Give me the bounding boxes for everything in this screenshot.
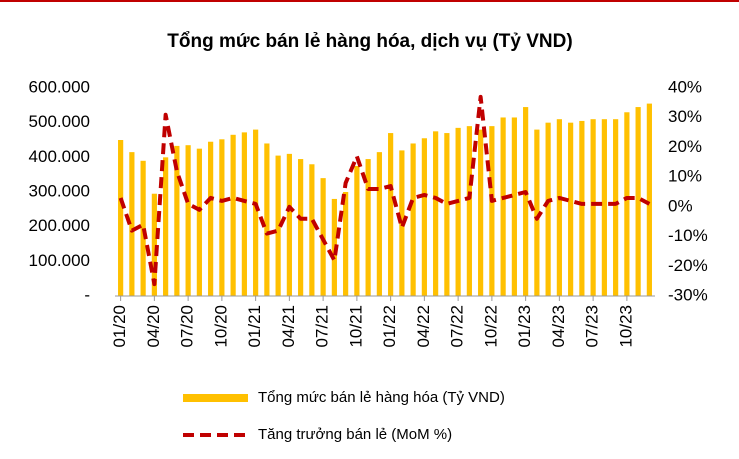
y-tick-label: 100.000	[29, 251, 90, 270]
y-tick-label: 500.000	[29, 112, 90, 131]
bar	[174, 145, 180, 296]
bar	[151, 193, 157, 296]
bar	[343, 192, 349, 296]
bar	[129, 152, 135, 296]
bar	[590, 119, 596, 296]
x-tick-label: 04/21	[279, 305, 298, 348]
bar	[298, 159, 304, 296]
bar	[376, 152, 382, 296]
x-tick-label: 01/21	[245, 305, 264, 348]
y-tick-label: 600.000	[29, 77, 90, 96]
x-tick-label: 10/20	[211, 305, 230, 348]
y2-tick-label: -10%	[668, 226, 708, 245]
y2-tick-label: 30%	[668, 107, 702, 126]
bar	[118, 140, 124, 296]
bar	[523, 107, 529, 296]
legend-swatch	[183, 394, 248, 402]
x-tick-label: 07/22	[448, 305, 467, 348]
bar	[275, 155, 281, 296]
bar	[230, 134, 236, 296]
x-tick-label: 07/21	[313, 305, 332, 348]
bar	[208, 141, 214, 296]
bar	[309, 164, 315, 296]
bar	[466, 126, 472, 296]
y-tick-label: -	[84, 285, 90, 304]
x-tick-label: 04/22	[414, 305, 433, 348]
bar	[264, 143, 270, 296]
bar	[478, 129, 484, 296]
bar	[185, 145, 191, 296]
y2-tick-label: 0%	[668, 196, 693, 215]
bar	[253, 129, 259, 296]
bar	[635, 107, 641, 296]
x-tick-label: 01/20	[110, 305, 129, 348]
bar	[444, 133, 450, 296]
bar	[421, 138, 427, 296]
bar	[365, 159, 371, 296]
chart-title: Tổng mức bán lẻ hàng hóa, dịch vụ (Tỷ VN…	[167, 31, 572, 52]
bar	[140, 160, 146, 296]
bar	[455, 127, 461, 296]
y2-tick-label: -20%	[668, 256, 708, 275]
x-tick-label: 07/23	[583, 305, 602, 348]
y2-tick-label: 40%	[668, 77, 702, 96]
bar	[433, 131, 439, 296]
bar	[196, 148, 202, 296]
bar	[511, 117, 517, 296]
y2-tick-label: 10%	[668, 167, 702, 186]
bar	[556, 119, 562, 296]
bar	[646, 103, 652, 296]
bar	[241, 132, 247, 296]
bar	[163, 157, 169, 296]
bar	[388, 133, 394, 296]
bar	[500, 117, 506, 296]
bar	[624, 112, 630, 297]
y2-tick-label: -30%	[668, 285, 708, 304]
x-tick-label: 01/23	[515, 305, 534, 348]
bar	[219, 139, 225, 296]
bar	[410, 143, 416, 296]
bar	[286, 153, 292, 296]
bar	[489, 126, 495, 296]
line	[118, 94, 651, 287]
bar	[601, 119, 607, 296]
x-tick-label: 01/22	[380, 305, 399, 348]
bar	[579, 120, 585, 296]
legend-label: Tăng trưởng bán lẻ (MoM %)	[258, 426, 452, 443]
x-tick-label: 07/20	[178, 305, 197, 348]
bar	[613, 119, 619, 296]
y2-tick-label: 20%	[668, 137, 702, 156]
x-tick-label: 10/22	[481, 305, 500, 348]
bar	[568, 122, 574, 297]
bar	[534, 129, 540, 296]
bar	[545, 122, 551, 297]
x-tick-label: 04/20	[144, 305, 163, 348]
x-tick-label: 10/21	[346, 305, 365, 348]
x-tick-label: 04/23	[549, 305, 568, 348]
y-tick-label: 200.000	[29, 216, 90, 235]
y-tick-label: 300.000	[29, 181, 90, 200]
x-tick-label: 10/23	[616, 305, 635, 348]
bar	[354, 166, 360, 296]
y-tick-label: 400.000	[29, 147, 90, 166]
legend-label: Tổng mức bán lẻ hàng hóa (Tỷ VND)	[258, 389, 505, 406]
